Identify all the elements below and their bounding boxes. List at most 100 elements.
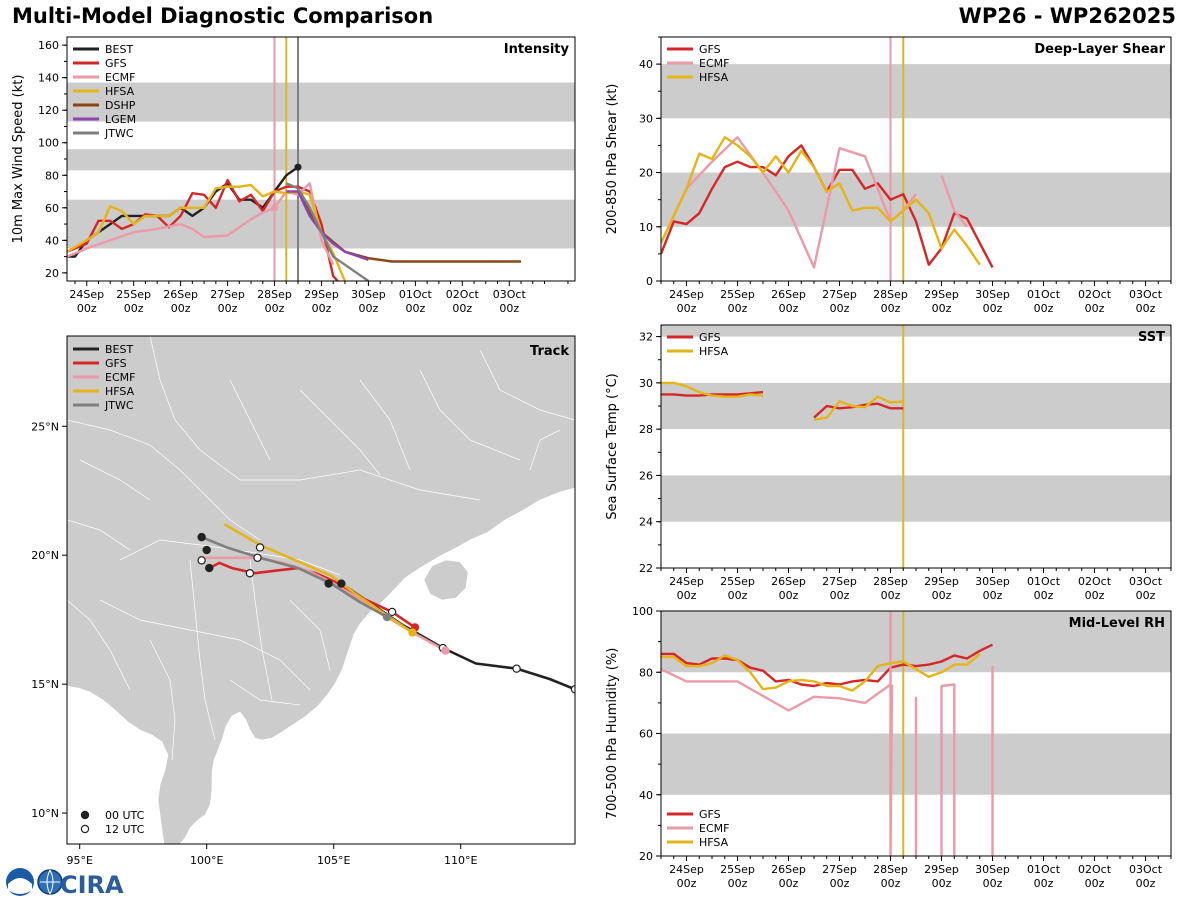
x-tick-sublabel: 00z [265, 302, 285, 315]
cira-globe-grid [40, 869, 60, 895]
x-tick-label: 02Oct [1078, 863, 1112, 876]
x-tick-sublabel: 00z [932, 589, 952, 602]
x-tick-label: 24Sep [69, 288, 104, 301]
x-tick-label: 25Sep [720, 288, 755, 301]
x-tick-label: 01Oct [1027, 575, 1061, 588]
x-tick-label: 110°E [444, 854, 477, 867]
y-tick-label: 60 [45, 202, 59, 215]
y-tick-label: 10°N [31, 807, 59, 820]
x-tick-label: 30Sep [975, 575, 1010, 588]
y-tick-label: 0 [646, 275, 653, 288]
track-point [387, 607, 397, 617]
legend-label: JTWC [104, 127, 134, 140]
x-tick-sublabel: 00z [830, 589, 850, 602]
x-tick-label: 03Oct [1129, 575, 1163, 588]
land-map [67, 336, 575, 844]
plot-area-shear [661, 37, 1171, 281]
shade-band [661, 325, 1171, 337]
cira-logo: CIRA [6, 868, 124, 899]
x-tick-sublabel: 00z [881, 302, 901, 315]
legend-label: HFSA [699, 345, 729, 358]
x-tick-label: 28Sep [873, 575, 908, 588]
x-tick-sublabel: 00z [983, 302, 1003, 315]
plot-area-intensity [67, 37, 575, 281]
legend-label: GFS [699, 808, 721, 821]
x-tick-sublabel: 00z [728, 589, 748, 602]
track-point [382, 612, 392, 622]
x-tick-label: 01Oct [399, 288, 433, 301]
legend-marker [80, 810, 90, 820]
land-mass-mainland [67, 336, 575, 844]
panel-shear: 01020304024Sep00z25Sep00z26Sep00z27Sep00… [605, 36, 1172, 315]
y-tick-label: 40 [45, 234, 59, 247]
panel-title: Intensity [504, 42, 570, 57]
plot-area-rh [661, 611, 1171, 856]
x-tick-sublabel: 00z [171, 302, 191, 315]
y-tick-label: 100 [632, 605, 653, 618]
x-tick-label: 24Sep [669, 288, 704, 301]
y-tick-label: 120 [38, 104, 59, 117]
y-tick-label: 20 [639, 167, 653, 180]
x-tick-label: 28Sep [873, 863, 908, 876]
x-tick-label: 03Oct [1129, 288, 1163, 301]
x-tick-sublabel: 00z [405, 302, 425, 315]
x-tick-sublabel: 00z [499, 302, 519, 315]
series-ecmf [940, 174, 968, 228]
x-tick-label: 30Sep [975, 863, 1010, 876]
x-tick-sublabel: 00z [218, 302, 238, 315]
admin-borders [67, 336, 575, 761]
x-tick-label: 01Oct [1027, 863, 1061, 876]
y-tick-label: 30 [639, 112, 653, 125]
shade-band [661, 475, 1171, 522]
x-tick-sublabel: 00z [932, 877, 952, 890]
x-tick-label: 27Sep [210, 288, 245, 301]
x-tick-sublabel: 00z [1085, 877, 1105, 890]
y-tick-label: 10 [639, 221, 653, 234]
legend-label: BEST [105, 43, 133, 56]
y-tick-label: 24 [639, 516, 653, 529]
axes-frame [66, 335, 576, 845]
track-point [197, 532, 206, 542]
y-tick-label: 80 [45, 169, 59, 182]
legend-label: LGEM [105, 113, 136, 126]
x-tick-sublabel: 00z [1034, 877, 1054, 890]
series-gfs [67, 178, 340, 281]
series-jtwc [285, 182, 370, 281]
figure-title: Multi-Model Diagnostic Comparison [12, 4, 434, 28]
x-tick-sublabel: 00z [779, 877, 799, 890]
x-tick-label: 24Sep [669, 575, 704, 588]
y-tick-label: 140 [38, 72, 59, 85]
x-tick-label: 28Sep [257, 288, 292, 301]
legend-label: ECMF [105, 71, 135, 84]
track-area [197, 523, 575, 694]
cira-logo-text: CIRA [60, 871, 124, 899]
track-point [245, 569, 255, 578]
series-ecmf [67, 182, 335, 266]
noaa-wave [8, 878, 32, 894]
x-tick-label: 27Sep [822, 863, 857, 876]
track-point [408, 628, 417, 637]
x-tick-sublabel: 00z [728, 877, 748, 890]
x-tick-label: 03Oct [493, 288, 527, 301]
y-axis-label: 700-500 hPa Humidity (%) [605, 648, 620, 820]
x-tick-label: 27Sep [822, 575, 857, 588]
hainan-island [423, 559, 469, 601]
track-point [253, 553, 262, 562]
track-point [202, 545, 211, 555]
x-tick-sublabel: 00z [1136, 589, 1156, 602]
legend-label: GFS [105, 357, 127, 370]
x-tick-sublabel: 00z [1034, 302, 1054, 315]
x-tick-sublabel: 00z [77, 302, 97, 315]
x-tick-label: 03Oct [1129, 863, 1163, 876]
legend-label: ECMF [699, 822, 729, 835]
legend-label: HFSA [105, 85, 135, 98]
x-tick-sublabel: 00z [779, 302, 799, 315]
series-hfsa [813, 395, 904, 422]
panel-rh: 2040608010024Sep00z25Sep00z26Sep00z27Sep… [605, 605, 1172, 890]
y-tick-label: 100 [38, 137, 59, 150]
